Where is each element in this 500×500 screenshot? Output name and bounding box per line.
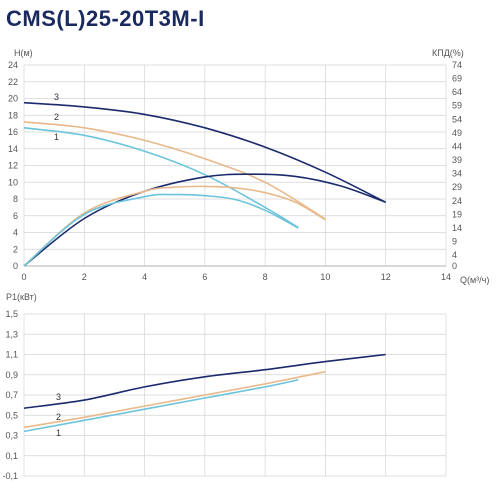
- power-curve-1: [23, 370, 326, 429]
- y-tick-label: 0,3: [5, 431, 18, 441]
- y-tick-label: 1,3: [5, 329, 18, 339]
- x-tick-label: 12: [381, 272, 391, 282]
- y-tick-label: 0,7: [5, 390, 18, 400]
- y-tick-label: 0: [13, 261, 18, 271]
- y2-tick-label: 49: [452, 128, 462, 138]
- y-axis-label: Н(м): [14, 48, 33, 58]
- x-tick-label: 10: [320, 272, 330, 282]
- curve-number-label: 1: [54, 132, 59, 142]
- y-tick-label: 8: [13, 194, 18, 204]
- y2-tick-label: 29: [452, 182, 462, 192]
- y-tick-label: 14: [8, 144, 18, 154]
- y2-tick-label: 34: [452, 169, 462, 179]
- y2-tick-label: 9: [452, 237, 457, 247]
- power-curve-2: [23, 379, 299, 433]
- curve-number-label: 1: [56, 428, 61, 438]
- y2-tick-label: 24: [452, 196, 462, 206]
- y-tick-label: 12: [8, 161, 18, 171]
- x-tick-label: 2: [82, 272, 87, 282]
- head-curve-2: [23, 127, 299, 229]
- x-axis-label: Q(м³/ч): [460, 275, 489, 285]
- y-tick-label: 10: [8, 177, 18, 187]
- x-tick-label: 6: [202, 272, 207, 282]
- y2-tick-label: 74: [452, 60, 462, 70]
- y-tick-label: 0,5: [5, 410, 18, 420]
- curve-number-label: 2: [56, 412, 61, 422]
- efficiency-curve-5: [23, 193, 299, 267]
- y-tick-label: 22: [8, 77, 18, 87]
- x-tick-label: 8: [263, 272, 268, 282]
- y-tick-label: 18: [8, 110, 18, 120]
- y-tick-label: 1,5: [5, 309, 18, 319]
- curve-number-label: 2: [54, 112, 59, 122]
- y-tick-label: 0,9: [5, 370, 18, 380]
- y-axis-label: P1(кВт): [6, 292, 37, 302]
- y2-tick-label: 39: [452, 155, 462, 165]
- efficiency-curve-3: [23, 173, 386, 267]
- y2-tick-label: 69: [452, 74, 462, 84]
- y2-tick-label: 44: [452, 141, 462, 151]
- y2-tick-label: 14: [452, 223, 462, 233]
- y-tick-label: 20: [8, 94, 18, 104]
- head-curve-0: [23, 101, 387, 204]
- curve-number-label: 3: [54, 92, 59, 102]
- y-tick-label: 1,1: [5, 350, 18, 360]
- x-tick-label: 0: [21, 272, 26, 282]
- x-tick-label: 4: [142, 272, 147, 282]
- x-tick-label: 14: [441, 272, 451, 282]
- y-tick-label: 16: [8, 127, 18, 137]
- y2-tick-label: 19: [452, 209, 462, 219]
- head-curve-1: [23, 121, 326, 220]
- y2-tick-label: 64: [452, 87, 462, 97]
- curve-number-label: 3: [56, 392, 61, 402]
- y-tick-label: 6: [13, 211, 18, 221]
- y2-tick-label: 0: [452, 261, 457, 271]
- y2-tick-label: 4: [452, 250, 457, 260]
- chart-title: CMS(L)25-20T3M-I: [6, 6, 205, 31]
- y2-tick-label: 54: [452, 114, 462, 124]
- power-curve-0: [23, 353, 386, 409]
- y2-axis-label: КПД(%): [432, 48, 464, 58]
- y2-tick-label: 59: [452, 101, 462, 111]
- y-tick-label: 2: [13, 244, 18, 254]
- y-tick-label: 4: [13, 228, 18, 238]
- y-tick-label: 0,1: [5, 451, 18, 461]
- y-tick-label: -0,1: [2, 471, 18, 481]
- efficiency-curve-4: [23, 185, 326, 267]
- y-tick-label: 24: [8, 60, 18, 70]
